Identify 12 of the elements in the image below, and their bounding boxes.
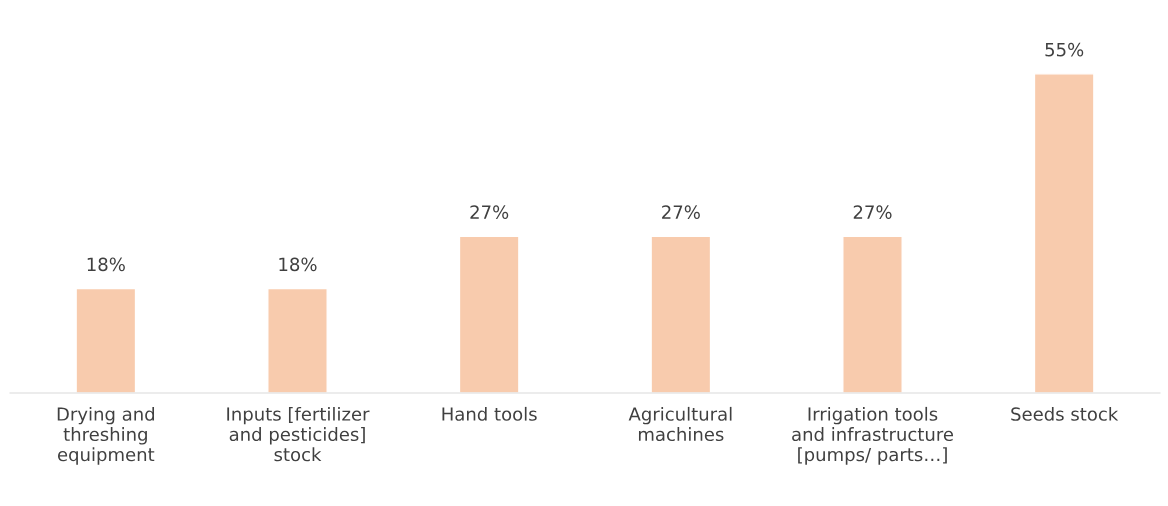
x-tick-label: Drying and threshing equipment [57,406,155,465]
data-label: 27% [853,205,892,219]
x-tick-label: Agricultural machines [628,406,732,442]
data-label: 55% [1045,42,1084,57]
x-tick-label: Inputs [fertilizer and pesticides] stock [227,406,370,462]
x-tick-label: Irrigation tools and infrastructure [pumps/ parts…] [792,406,954,465]
data-label: 27% [470,205,509,219]
data-label: 18% [279,257,317,272]
x-tick-label: Seeds stock [1011,406,1119,421]
data-label: 27% [662,205,700,219]
x-tick-label: Hand tools [442,406,537,421]
data-label: 18% [87,257,125,272]
